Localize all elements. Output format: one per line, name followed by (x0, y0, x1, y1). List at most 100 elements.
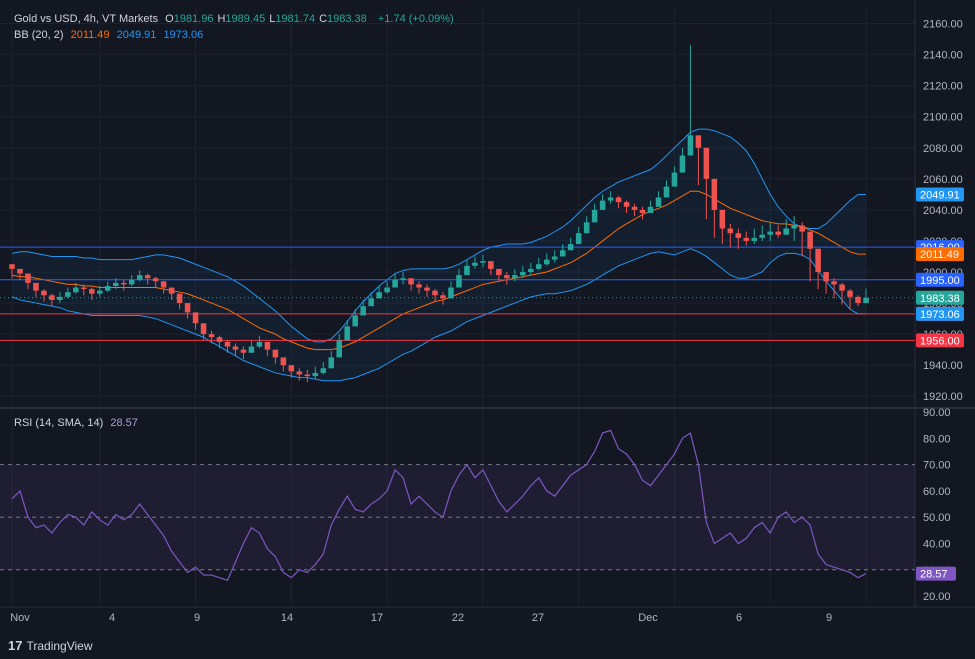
candle-body (575, 233, 582, 245)
candle-body (687, 135, 694, 156)
rsi-axis-tick-label: 70.00 (923, 460, 951, 472)
time-axis-label: Nov (10, 612, 30, 624)
candle-body (248, 346, 255, 353)
candle-body (224, 341, 231, 347)
rsi-axis-tick-label: 80.00 (923, 433, 951, 445)
candle-body (464, 265, 470, 276)
indicator-price-tag-bg (916, 187, 964, 202)
candle-body (855, 296, 861, 304)
candle-body (280, 357, 287, 366)
candle-body (863, 297, 869, 304)
bb-basis-line (11, 190, 866, 351)
price-change: +1.74 (+0.09%) (377, 13, 454, 25)
candle-body (416, 284, 422, 288)
candle-body (144, 275, 151, 279)
level-price-tag: 1995.00 (920, 275, 960, 287)
rsi-legend: RSI (14, SMA, 14) 28.57 (14, 417, 142, 429)
candle-body (759, 234, 766, 238)
candle-body (647, 206, 654, 213)
candle-body (89, 289, 95, 294)
candle-body (105, 285, 111, 291)
candle-body (623, 202, 630, 207)
chart-legend: Gold vs USD, 4h, VT Markets O1981.96 H198… (14, 13, 458, 25)
candle-body (120, 282, 127, 285)
candle-body (25, 273, 31, 283)
indicator-price-tag-bg (916, 247, 964, 262)
candle-body (152, 278, 159, 282)
candle-body (160, 281, 167, 288)
symbol-title: Gold vs USD, 4h, VT Markets (14, 13, 159, 25)
tradingview-logo-text: TradingView (26, 638, 93, 653)
candle-body (504, 275, 510, 279)
rsi-label: RSI (14, SMA, 14) (14, 417, 104, 429)
ohlc-key-l: L (269, 13, 276, 25)
candle-body (168, 287, 175, 294)
bb-legend: BB (20, 2) 2011.49 2049.91 1973.06 (14, 29, 207, 41)
candle-body (296, 371, 303, 375)
candle-body (192, 312, 199, 324)
price-axis-tick-label: 2060.00 (923, 174, 963, 186)
price-axis-tick-label: 2040.00 (923, 205, 963, 217)
candle-body (791, 225, 797, 229)
candle-body (208, 334, 215, 338)
candle-body (543, 259, 550, 265)
time-axis-label: 14 (281, 612, 293, 624)
ohlc-value-o: 1981.96 (173, 13, 214, 25)
price-axis-tick-label: 1920.00 (923, 391, 963, 403)
indicator-price-tag: 1973.06 (920, 309, 960, 321)
rsi-axis-tick-label: 50.00 (923, 512, 951, 524)
candle-body (751, 237, 758, 241)
bb-label: BB (20, 2) (14, 29, 64, 41)
candle-body (727, 228, 734, 234)
bb-upper-line (11, 128, 866, 343)
time-axis-label: Dec (638, 612, 658, 624)
candle-body (823, 272, 829, 282)
candle-body (480, 261, 486, 263)
candle-body (17, 268, 23, 274)
candle-body (512, 275, 518, 279)
rsi-value: 28.57 (110, 417, 138, 429)
candle-body (440, 295, 446, 299)
candle-body (719, 209, 726, 229)
candle-body (392, 279, 398, 288)
rsi-value-tag: 28.57 (920, 569, 948, 581)
candle-body (671, 172, 678, 187)
candle-body (655, 197, 662, 207)
candle-body (599, 200, 606, 210)
candle-body (304, 374, 311, 377)
candle-body (743, 237, 750, 241)
candle-body (336, 340, 343, 358)
rsi-axis-tick-label: 90.00 (923, 407, 951, 419)
time-axis-label: 9 (194, 612, 200, 624)
candle-body (703, 147, 710, 179)
candle-body (591, 209, 598, 223)
candle-body (583, 222, 590, 234)
candle-body (695, 135, 702, 148)
candle-body (551, 256, 558, 260)
candle-body (400, 278, 406, 280)
candle-body (815, 248, 821, 272)
candle-body (9, 264, 15, 269)
time-axis-label: 22 (452, 612, 464, 624)
bb-lower-value: 1973.06 (163, 29, 204, 41)
candle-body (488, 261, 494, 269)
ohlc-key-c: C (319, 13, 328, 25)
indicator-price-tag: 2049.91 (920, 189, 960, 201)
price-axis-tick-label: 2160.00 (923, 19, 963, 31)
tradingview-logo-icon: 17 (8, 638, 23, 653)
candle-body (328, 357, 335, 369)
candle-body (607, 197, 614, 201)
time-axis-label: 6 (736, 612, 742, 624)
candle-body (472, 262, 478, 266)
candle-body (520, 272, 526, 276)
candle-body (735, 233, 742, 238)
candle-body (232, 346, 239, 350)
time-axis-label: 9 (826, 612, 832, 624)
level-price-tag: 1956.00 (920, 335, 960, 347)
candle-body (559, 250, 566, 257)
candle-body (97, 290, 103, 294)
rsi-line (11, 429, 867, 582)
tradingview-logo[interactable]: 17 TradingView (8, 638, 93, 653)
candle-body (112, 282, 119, 286)
